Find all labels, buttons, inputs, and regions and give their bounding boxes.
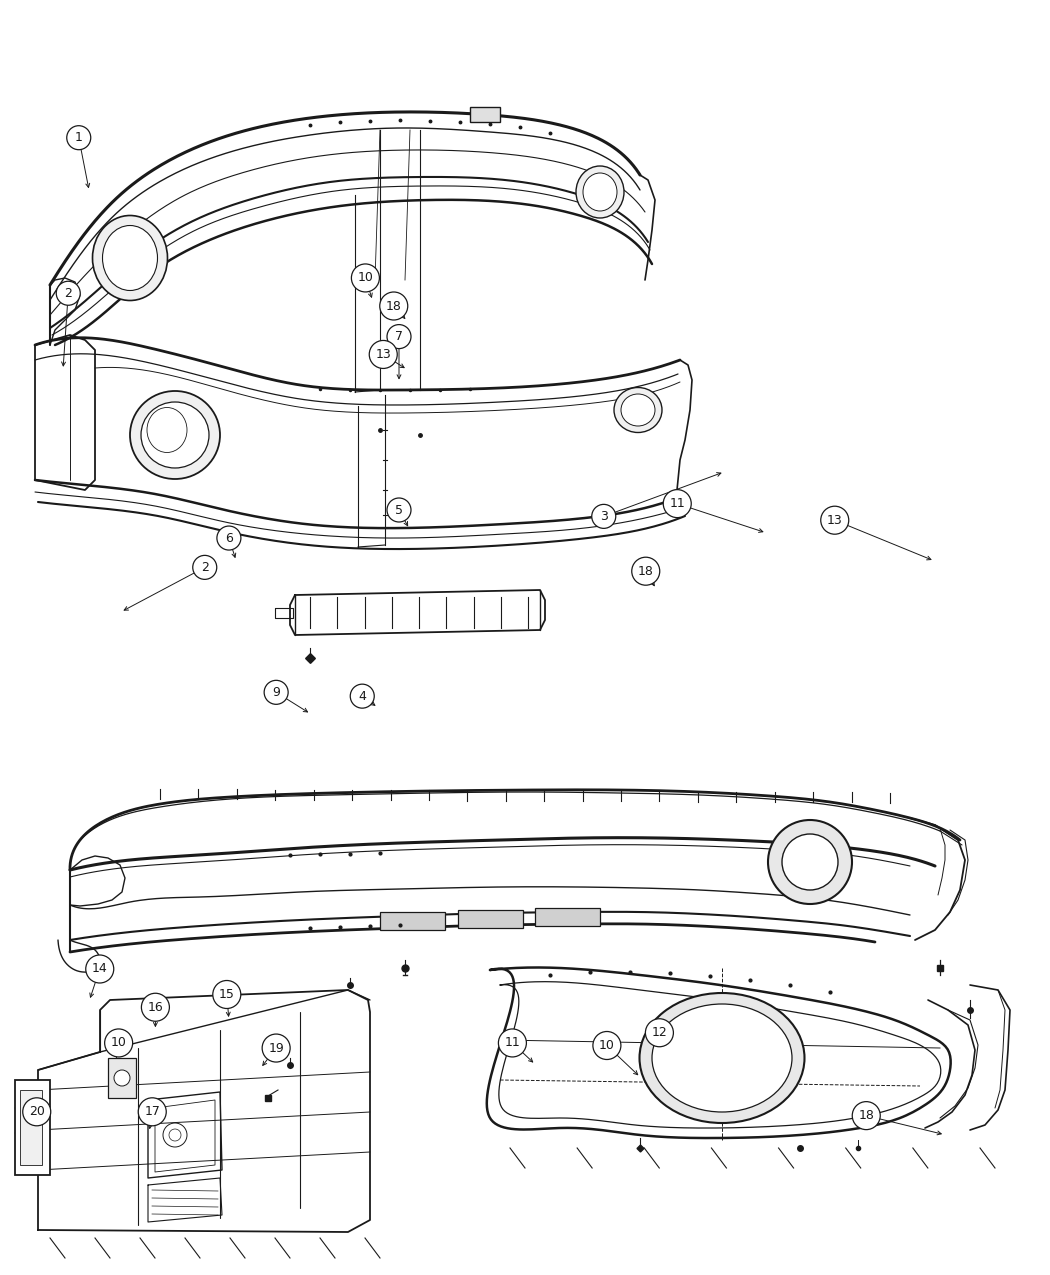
Text: 2: 2 (201, 561, 209, 574)
Text: 18: 18 (858, 1109, 875, 1122)
Text: 18: 18 (637, 565, 654, 578)
FancyBboxPatch shape (108, 1058, 136, 1098)
Circle shape (142, 993, 169, 1021)
Circle shape (352, 264, 379, 292)
Text: 9: 9 (272, 686, 280, 699)
Circle shape (86, 955, 113, 983)
Circle shape (821, 506, 848, 534)
Circle shape (592, 505, 615, 528)
Circle shape (370, 340, 397, 368)
Circle shape (593, 1031, 621, 1060)
Circle shape (499, 1029, 526, 1057)
Text: 6: 6 (225, 532, 233, 544)
Text: 15: 15 (218, 988, 235, 1001)
FancyBboxPatch shape (458, 910, 523, 928)
Ellipse shape (103, 226, 158, 291)
Text: 10: 10 (357, 272, 374, 284)
FancyBboxPatch shape (470, 107, 500, 122)
Circle shape (664, 490, 691, 518)
Text: 10: 10 (110, 1037, 127, 1049)
Circle shape (213, 980, 240, 1009)
Ellipse shape (621, 394, 655, 426)
Circle shape (387, 499, 411, 521)
Circle shape (105, 1029, 132, 1057)
Circle shape (169, 1128, 181, 1141)
Circle shape (632, 557, 659, 585)
Text: 5: 5 (395, 504, 403, 516)
Text: 11: 11 (670, 497, 685, 510)
Text: 4: 4 (358, 690, 366, 703)
Text: 17: 17 (144, 1105, 161, 1118)
Circle shape (768, 820, 852, 904)
Circle shape (67, 126, 90, 149)
Circle shape (217, 527, 240, 550)
Ellipse shape (141, 402, 209, 468)
FancyBboxPatch shape (536, 908, 600, 926)
Text: 16: 16 (147, 1001, 164, 1014)
Circle shape (139, 1098, 166, 1126)
Circle shape (262, 1034, 290, 1062)
Text: 13: 13 (827, 514, 842, 527)
Circle shape (351, 685, 374, 708)
Circle shape (114, 1070, 130, 1086)
Text: 10: 10 (598, 1039, 615, 1052)
Circle shape (23, 1098, 50, 1126)
Text: 11: 11 (504, 1037, 521, 1049)
Circle shape (646, 1019, 673, 1047)
Ellipse shape (652, 1003, 792, 1112)
Text: 18: 18 (385, 300, 402, 312)
Circle shape (380, 292, 407, 320)
Text: 13: 13 (376, 348, 391, 361)
FancyBboxPatch shape (380, 912, 445, 929)
Text: 2: 2 (64, 287, 72, 300)
Ellipse shape (583, 173, 617, 210)
Ellipse shape (92, 215, 168, 301)
Text: 3: 3 (600, 510, 608, 523)
Ellipse shape (576, 166, 624, 218)
Text: 1: 1 (75, 131, 83, 144)
Text: 20: 20 (28, 1105, 45, 1118)
Text: 7: 7 (395, 330, 403, 343)
Text: 14: 14 (92, 963, 107, 975)
Text: 12: 12 (651, 1026, 668, 1039)
Text: 19: 19 (269, 1042, 284, 1054)
FancyBboxPatch shape (15, 1080, 50, 1176)
Ellipse shape (614, 388, 662, 432)
Circle shape (853, 1102, 880, 1130)
Circle shape (387, 325, 411, 348)
FancyBboxPatch shape (20, 1090, 42, 1165)
Circle shape (782, 834, 838, 890)
Circle shape (57, 282, 80, 305)
Ellipse shape (147, 408, 187, 453)
Circle shape (265, 681, 288, 704)
Circle shape (163, 1123, 187, 1148)
Circle shape (193, 556, 216, 579)
Ellipse shape (130, 391, 220, 479)
Ellipse shape (639, 993, 804, 1123)
